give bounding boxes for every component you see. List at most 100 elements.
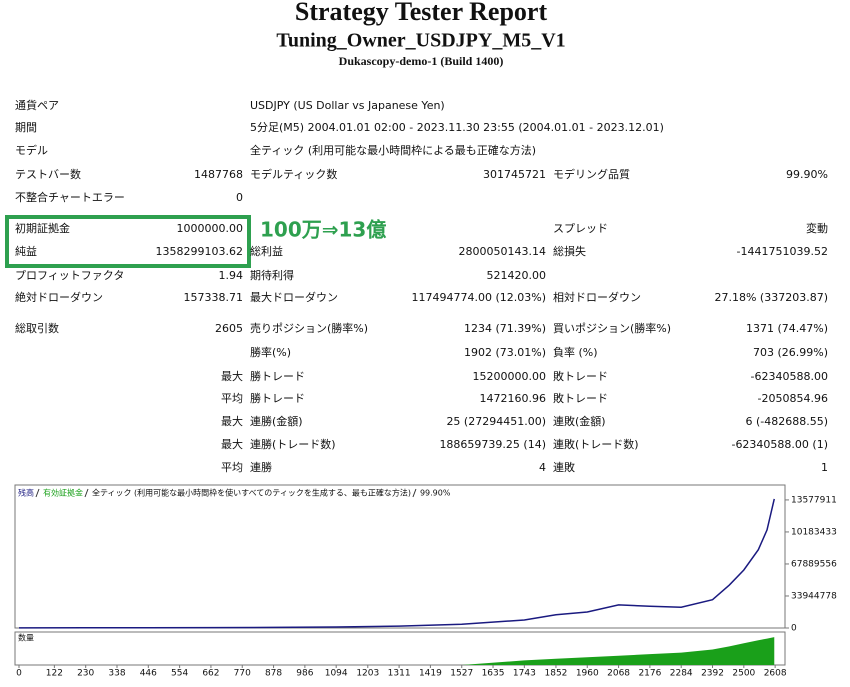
x-tick-label: 230 <box>77 669 94 679</box>
cell-value: 157338.71 <box>184 291 244 304</box>
legend-text: 残高 <box>18 488 34 498</box>
x-tick-label: 1094 <box>325 669 348 679</box>
cell-label: モデル <box>15 143 48 157</box>
volume-label: 数量 <box>18 633 34 643</box>
y-tick-label: 13577911 <box>791 495 837 505</box>
cell-value: 301745721 <box>483 168 546 181</box>
y-tick-label: 0 <box>791 624 797 634</box>
cell-value: 2800050143.14 <box>459 245 546 258</box>
cell-label: 総取引数 <box>15 321 59 335</box>
highlight-box <box>5 215 251 268</box>
x-tick-label: 2608 <box>764 669 787 679</box>
cell-label: 純益 <box>15 244 37 258</box>
cell-value: 1472160.96 <box>480 392 546 405</box>
cell-label: モデリング品質 <box>553 167 630 181</box>
legend-text: 全ティック (利用可能な最小時間枠を使いすべてのティックを生成する、最も正確な方… <box>92 488 411 498</box>
cell-label: 連勝(金額) <box>250 414 303 428</box>
legend-text: 有効証拠金 <box>43 488 83 498</box>
chart-frame <box>14 484 786 629</box>
legend-text: 99.90% <box>420 489 451 498</box>
cell-value: 6 (-482688.55) <box>745 415 828 428</box>
x-tick-label: 2176 <box>638 669 661 679</box>
x-tick-label: 1852 <box>545 669 568 679</box>
legend-separator <box>35 488 40 498</box>
cell-value: 平均 <box>221 392 243 405</box>
cell-label: 全ティック (利用可能な最小時間枠による最も正確な方法) <box>250 143 536 157</box>
cell-value: 1487768 <box>194 168 243 181</box>
x-tick-label: 2392 <box>701 669 724 679</box>
cell-label: テストバー数 <box>15 168 81 181</box>
legend-separator <box>84 488 89 498</box>
x-tick-label: 1635 <box>482 669 505 679</box>
y-tick-label: 33944778 <box>791 591 837 601</box>
cell-label: 敗トレード <box>553 391 608 405</box>
cell-value: -62340588.00 <box>751 370 828 383</box>
cell-value: 27.18% (337203.87) <box>714 291 828 304</box>
cell-value: 0 <box>236 191 243 204</box>
cell-label: 初期証拠金 <box>15 221 70 235</box>
cell-value: 最大 <box>221 414 243 428</box>
cell-value: -62340588.00 (1) <box>731 438 828 451</box>
cell-value: 1 <box>821 461 828 474</box>
y-tick-label: 10183433 <box>791 527 837 537</box>
x-tick-label: 1203 <box>356 669 379 679</box>
cell-label: 売りポジション(勝率%) <box>250 321 368 335</box>
x-tick-label: 662 <box>202 669 219 679</box>
x-tick-label: 446 <box>140 669 157 679</box>
cell-value: -2050854.96 <box>758 392 828 405</box>
subtitle: Tuning_Owner_USDJPY_M5_V1 <box>276 30 565 52</box>
cell-label: 相対ドローダウン <box>553 290 641 304</box>
cell-label: 最大ドローダウン <box>250 290 338 304</box>
cell-label: モデルティック数 <box>250 167 337 181</box>
cell-label: 不整合チャートエラー <box>15 190 125 204</box>
cell-label: 期待利得 <box>250 268 294 282</box>
cell-label: 5分足(M5) 2004.01.01 02:00 - 2023.11.30 23… <box>250 121 664 134</box>
cell-label: 敗トレード <box>553 369 608 383</box>
cell-value: 1000000.00 <box>177 222 243 235</box>
cell-value: 変動 <box>806 221 828 235</box>
cell-label: 連敗 <box>553 460 575 474</box>
cell-value: 1371 (74.47%) <box>746 322 828 335</box>
cell-label: USDJPY (US Dollar vs Japanese Yen) <box>250 99 445 112</box>
x-tick-label: 1743 <box>513 669 536 679</box>
cell-value: 最大 <box>221 437 243 451</box>
x-tick-label: 986 <box>296 669 313 679</box>
cell-label: 総利益 <box>250 244 283 258</box>
cell-value: 521420.00 <box>487 269 547 282</box>
cell-value: 99.90% <box>786 168 828 181</box>
cell-label: 期間 <box>15 121 37 134</box>
cell-value: 25 (27294451.00) <box>446 415 546 428</box>
x-tick-label: 1527 <box>450 669 473 679</box>
x-tick-label: 2284 <box>670 669 693 679</box>
legend-separator <box>412 488 417 498</box>
balance-line <box>18 498 776 629</box>
cell-label: 通貨ペア <box>15 98 59 112</box>
cell-label: 絶対ドローダウン <box>15 290 103 304</box>
cell-label: 総損失 <box>553 244 586 258</box>
x-tick-label: 1960 <box>576 669 599 679</box>
x-tick-label: 2500 <box>732 669 755 679</box>
cell-label: 勝率(%) <box>250 345 291 359</box>
cell-value: 4 <box>539 461 546 474</box>
cell-value: 188659739.25 (14) <box>439 438 546 451</box>
cell-value: -1441751039.52 <box>737 245 828 258</box>
cell-label: 勝トレード <box>250 391 305 405</box>
cell-label: 連敗(金額) <box>553 414 606 428</box>
x-tick-label: 554 <box>171 669 188 679</box>
y-tick-label: 67889556 <box>791 559 837 569</box>
cell-value: 1234 (71.39%) <box>464 322 546 335</box>
cell-label: 買いポジション(勝率%) <box>553 321 671 335</box>
x-tick-label: 1419 <box>419 669 442 679</box>
volume-area <box>19 637 775 665</box>
title: Strategy Tester Report <box>295 0 548 26</box>
cell-label: スプレッド <box>553 222 608 235</box>
server: Dukascopy-demo-1 (Build 1400) <box>339 54 504 68</box>
cell-value: 1902 (73.01%) <box>464 346 546 359</box>
x-tick-label: 2068 <box>607 669 630 679</box>
x-tick-label: 1311 <box>388 669 411 679</box>
cell-label: 連敗(トレード数) <box>553 437 639 451</box>
cell-value: 2605 <box>215 322 243 335</box>
cell-value: 平均 <box>221 461 243 474</box>
